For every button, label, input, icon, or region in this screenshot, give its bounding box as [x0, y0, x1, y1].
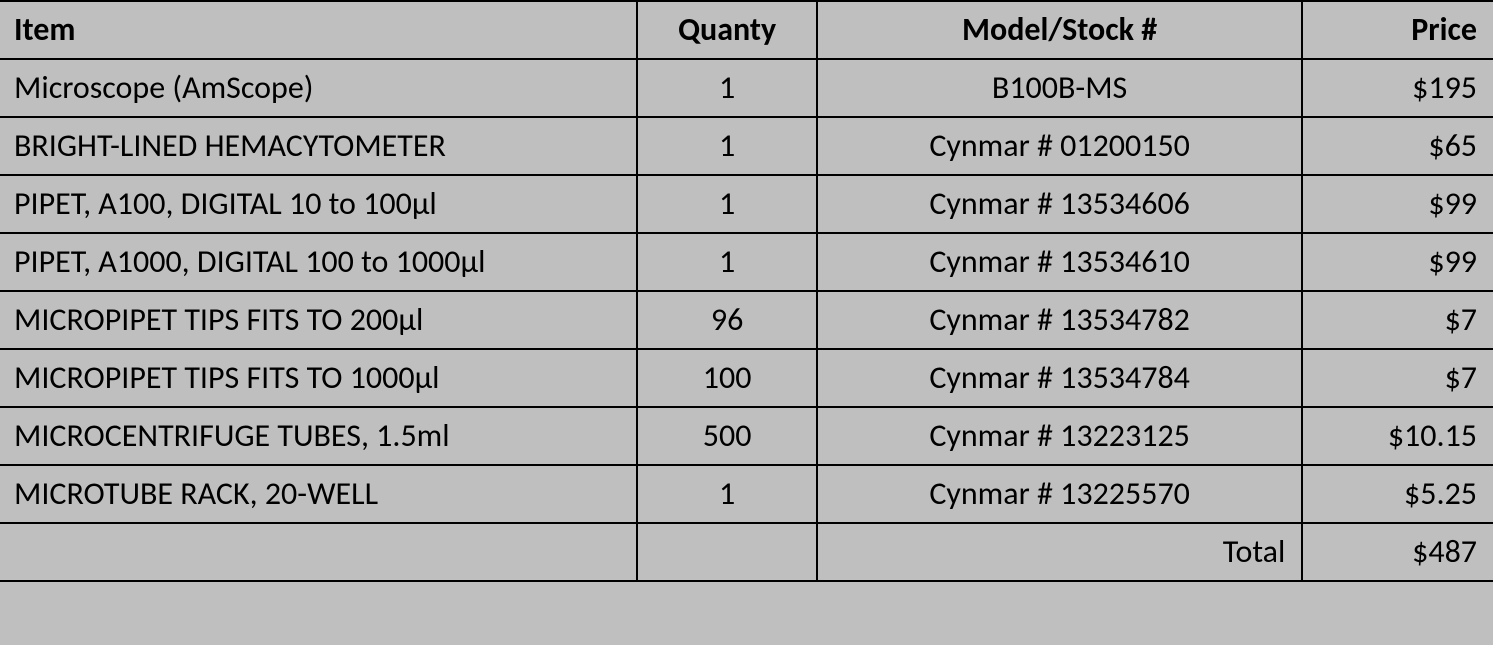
cell-item: PIPET, A1000, DIGITAL 100 to 1000µl — [0, 233, 637, 291]
table-row: MICROPIPET TIPS FITS TO 200µl 96 Cynmar … — [0, 291, 1493, 349]
cell-qty: 1 — [637, 175, 817, 233]
total-label: Total — [817, 523, 1302, 581]
header-item: Item — [0, 1, 637, 59]
cell-price: $7 — [1302, 349, 1493, 407]
cell-qty: 1 — [637, 117, 817, 175]
header-price: Price — [1302, 1, 1493, 59]
cell-price: $65 — [1302, 117, 1493, 175]
cell-qty: 1 — [637, 233, 817, 291]
table-row: MICROCENTRIFUGE TUBES, 1.5ml 500 Cynmar … — [0, 407, 1493, 465]
cell-blank — [0, 523, 637, 581]
cell-model: Cynmar # 13225570 — [817, 465, 1302, 523]
cell-model: Cynmar # 13534782 — [817, 291, 1302, 349]
cell-item: BRIGHT-LINED HEMACYTOMETER — [0, 117, 637, 175]
table-row: PIPET, A1000, DIGITAL 100 to 1000µl 1 Cy… — [0, 233, 1493, 291]
cell-model: B100B-MS — [817, 59, 1302, 117]
cell-price: $10.15 — [1302, 407, 1493, 465]
cell-item: PIPET, A100, DIGITAL 10 to 100µl — [0, 175, 637, 233]
header-model: Model/Stock # — [817, 1, 1302, 59]
cell-item: MICROCENTRIFUGE TUBES, 1.5ml — [0, 407, 637, 465]
cell-price: $195 — [1302, 59, 1493, 117]
cell-item: MICROPIPET TIPS FITS TO 1000µl — [0, 349, 637, 407]
cell-qty: 100 — [637, 349, 817, 407]
cell-qty: 1 — [637, 465, 817, 523]
table-header-row: Item Quanty Model/Stock # Price — [0, 1, 1493, 59]
table-row: PIPET, A100, DIGITAL 10 to 100µl 1 Cynma… — [0, 175, 1493, 233]
total-value: $487 — [1302, 523, 1493, 581]
table-row: MICROPIPET TIPS FITS TO 1000µl 100 Cynma… — [0, 349, 1493, 407]
header-qty: Quanty — [637, 1, 817, 59]
table-row: Microscope (AmScope) 1 B100B-MS $195 — [0, 59, 1493, 117]
cell-qty: 96 — [637, 291, 817, 349]
cell-model: Cynmar # 13223125 — [817, 407, 1302, 465]
table-row: BRIGHT-LINED HEMACYTOMETER 1 Cynmar # 01… — [0, 117, 1493, 175]
cell-model: Cynmar # 13534606 — [817, 175, 1302, 233]
cell-price: $99 — [1302, 233, 1493, 291]
cell-model: Cynmar # 01200150 — [817, 117, 1302, 175]
table-row: MICROTUBE RACK, 20-WELL 1 Cynmar # 13225… — [0, 465, 1493, 523]
cell-item: MICROTUBE RACK, 20-WELL — [0, 465, 637, 523]
table-total-row: Total $487 — [0, 523, 1493, 581]
cell-qty: 500 — [637, 407, 817, 465]
cell-blank — [637, 523, 817, 581]
cell-price: $5.25 — [1302, 465, 1493, 523]
cell-price: $7 — [1302, 291, 1493, 349]
cell-qty: 1 — [637, 59, 817, 117]
equipment-table: Item Quanty Model/Stock # Price Microsco… — [0, 0, 1493, 582]
cell-model: Cynmar # 13534784 — [817, 349, 1302, 407]
equipment-table-container: Item Quanty Model/Stock # Price Microsco… — [0, 0, 1493, 645]
cell-item: Microscope (AmScope) — [0, 59, 637, 117]
cell-price: $99 — [1302, 175, 1493, 233]
cell-item: MICROPIPET TIPS FITS TO 200µl — [0, 291, 637, 349]
cell-model: Cynmar # 13534610 — [817, 233, 1302, 291]
